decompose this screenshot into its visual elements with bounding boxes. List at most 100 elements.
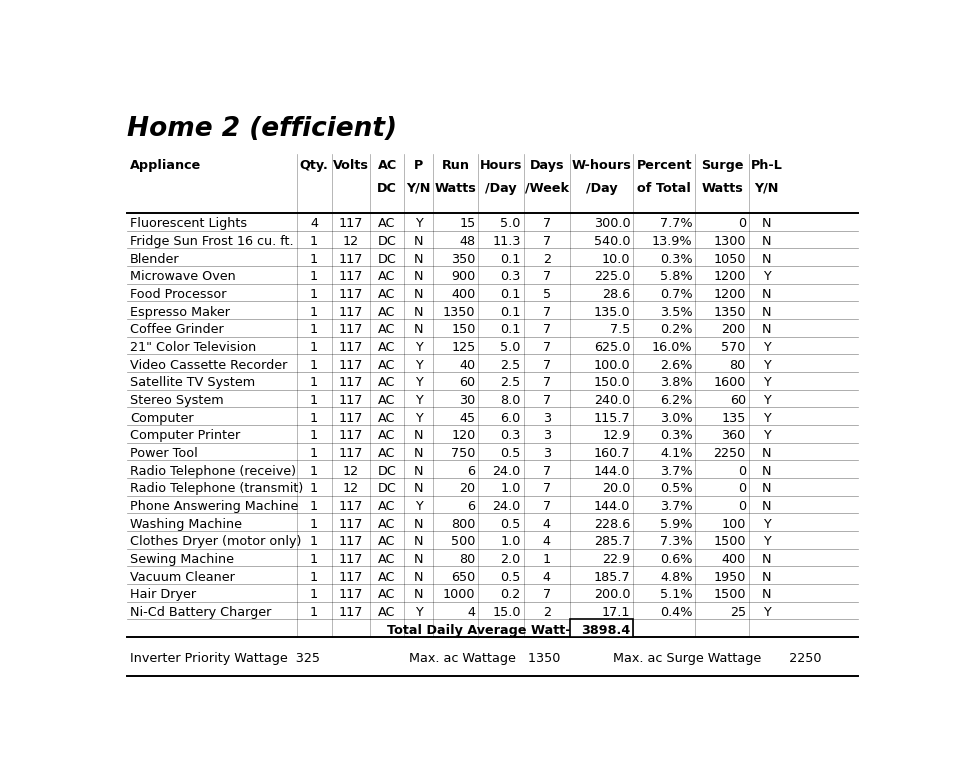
Text: Y: Y [414, 394, 422, 407]
Text: Satellite TV System: Satellite TV System [130, 376, 256, 389]
Text: Hair Dryer: Hair Dryer [130, 588, 196, 601]
Text: 24.0: 24.0 [493, 500, 521, 513]
Text: 7: 7 [543, 500, 551, 513]
Text: 650: 650 [451, 571, 476, 583]
Text: 3.7%: 3.7% [659, 500, 693, 513]
Text: AC: AC [378, 553, 396, 566]
Text: N: N [413, 253, 423, 266]
Text: N: N [413, 288, 423, 301]
Text: 228.6: 228.6 [594, 518, 631, 530]
Text: 117: 117 [339, 324, 363, 336]
Text: Y: Y [414, 218, 422, 230]
Text: 1000: 1000 [443, 588, 476, 601]
Text: Y: Y [763, 429, 770, 442]
Text: 200.0: 200.0 [594, 588, 631, 601]
Text: 135: 135 [722, 412, 746, 424]
Text: 16.0%: 16.0% [652, 341, 693, 354]
Text: AC: AC [378, 288, 396, 301]
Text: Stereo System: Stereo System [130, 394, 224, 407]
Text: AC: AC [378, 429, 396, 442]
Text: 1350: 1350 [443, 306, 476, 319]
Text: 5.1%: 5.1% [659, 588, 693, 601]
Text: 117: 117 [339, 306, 363, 319]
Text: 0: 0 [738, 218, 746, 230]
Text: 3: 3 [543, 447, 551, 460]
Text: Watts: Watts [701, 182, 743, 195]
Text: 1: 1 [543, 553, 551, 566]
Text: 45: 45 [459, 412, 476, 424]
Text: 200: 200 [722, 324, 746, 336]
Text: 20: 20 [459, 482, 476, 495]
Text: 0: 0 [738, 500, 746, 513]
Text: 1: 1 [310, 235, 318, 248]
Text: Y: Y [763, 341, 770, 354]
Text: 15.0: 15.0 [492, 606, 521, 619]
Text: 0.1: 0.1 [501, 324, 521, 336]
Text: 5.0: 5.0 [501, 341, 521, 354]
Text: 117: 117 [339, 500, 363, 513]
Text: 3898.4: 3898.4 [581, 624, 631, 636]
Text: 117: 117 [339, 341, 363, 354]
Text: Max. ac Surge Wattage       2250: Max. ac Surge Wattage 2250 [612, 651, 821, 665]
Text: 0.1: 0.1 [501, 288, 521, 301]
Text: 117: 117 [339, 588, 363, 601]
Text: Inverter Priority Wattage  325: Inverter Priority Wattage 325 [130, 651, 320, 665]
Text: AC: AC [378, 306, 396, 319]
Text: 4: 4 [310, 218, 318, 230]
Bar [569, 619, 634, 637]
Text: 7: 7 [543, 465, 551, 477]
Text: 1: 1 [310, 376, 318, 389]
Text: Run: Run [442, 159, 470, 172]
Text: 1300: 1300 [713, 235, 746, 248]
Text: 10.0: 10.0 [602, 253, 631, 266]
Text: N: N [413, 429, 423, 442]
Text: 150.0: 150.0 [593, 376, 631, 389]
Text: 40: 40 [459, 359, 476, 371]
Text: 3: 3 [543, 429, 551, 442]
Text: 400: 400 [722, 553, 746, 566]
Text: Microwave Oven: Microwave Oven [130, 271, 235, 283]
Text: 4.8%: 4.8% [660, 571, 693, 583]
Text: 1600: 1600 [713, 376, 746, 389]
Text: AC: AC [378, 447, 396, 460]
Text: 117: 117 [339, 447, 363, 460]
Text: N: N [762, 500, 771, 513]
Text: 160.7: 160.7 [594, 447, 631, 460]
Text: 7: 7 [543, 394, 551, 407]
Text: 80: 80 [729, 359, 746, 371]
Text: N: N [762, 235, 771, 248]
Text: N: N [413, 271, 423, 283]
Text: AC: AC [378, 535, 396, 548]
Text: DC: DC [378, 482, 396, 495]
Text: 5.9%: 5.9% [660, 518, 693, 530]
Text: 12: 12 [343, 482, 359, 495]
Text: 1: 1 [310, 588, 318, 601]
Text: N: N [762, 306, 771, 319]
Text: 48: 48 [459, 235, 476, 248]
Text: N: N [413, 465, 423, 477]
Text: N: N [762, 288, 771, 301]
Text: 1: 1 [310, 253, 318, 266]
Text: Max. ac Wattage   1350: Max. ac Wattage 1350 [409, 651, 560, 665]
Text: P: P [414, 159, 423, 172]
Text: AC: AC [378, 218, 396, 230]
Text: 100.0: 100.0 [593, 359, 631, 371]
Text: 1050: 1050 [713, 253, 746, 266]
Text: AC: AC [378, 394, 396, 407]
Text: N: N [413, 306, 423, 319]
Text: 900: 900 [451, 271, 476, 283]
Text: 1.0: 1.0 [501, 535, 521, 548]
Text: Y: Y [763, 535, 770, 548]
Text: DC: DC [378, 253, 396, 266]
Text: AC: AC [378, 412, 396, 424]
Text: /Day: /Day [586, 182, 617, 195]
Text: 60: 60 [459, 376, 476, 389]
Text: 0: 0 [738, 465, 746, 477]
Text: Vacuum Cleaner: Vacuum Cleaner [130, 571, 234, 583]
Text: 2.0: 2.0 [501, 553, 521, 566]
Text: DC: DC [378, 465, 396, 477]
Text: 185.7: 185.7 [593, 571, 631, 583]
Text: 117: 117 [339, 606, 363, 619]
Text: 500: 500 [451, 535, 476, 548]
Text: 225.0: 225.0 [594, 271, 631, 283]
